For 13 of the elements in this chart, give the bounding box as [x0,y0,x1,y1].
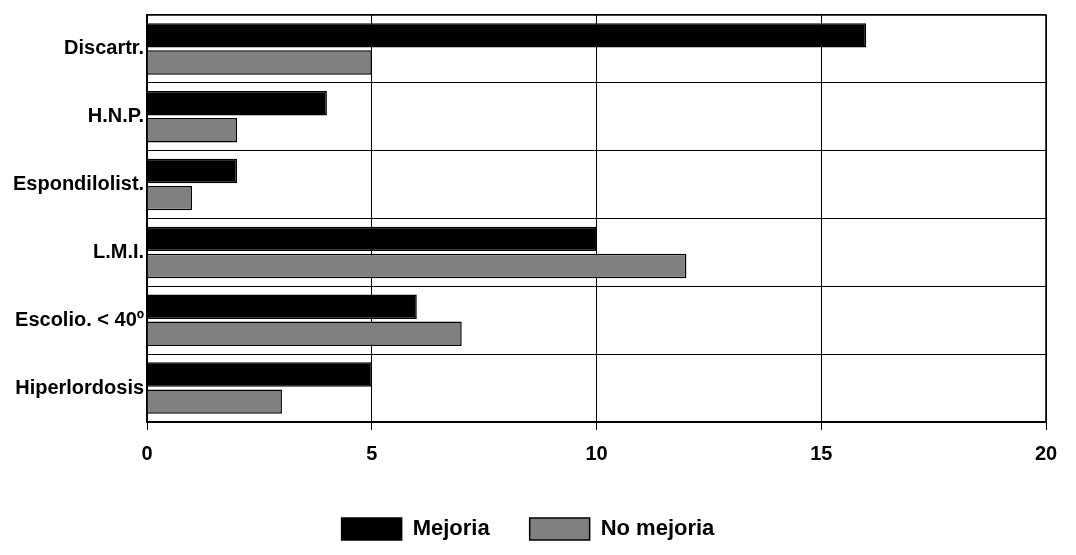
y-tick-label: L.M.I. [93,239,145,262]
x-tick-label: 10 [585,441,608,464]
y-tick-label: Escolio. < 40º [15,307,145,330]
y-tick-label: Discartr. [64,36,145,59]
x-tick-label: 15 [810,441,833,464]
x-tick-label: 0 [141,441,153,464]
y-tick-label: Hiperlordosis [15,375,145,398]
y-tick-label: Espondilolist. [12,172,145,195]
x-tick-label: 5 [366,441,378,464]
x-tick-label: 20 [1034,441,1058,464]
legend-label: Mejoria [412,515,491,541]
legend-label: No mejoria [600,515,716,541]
y-tick-label: H.N.P. [87,104,145,127]
